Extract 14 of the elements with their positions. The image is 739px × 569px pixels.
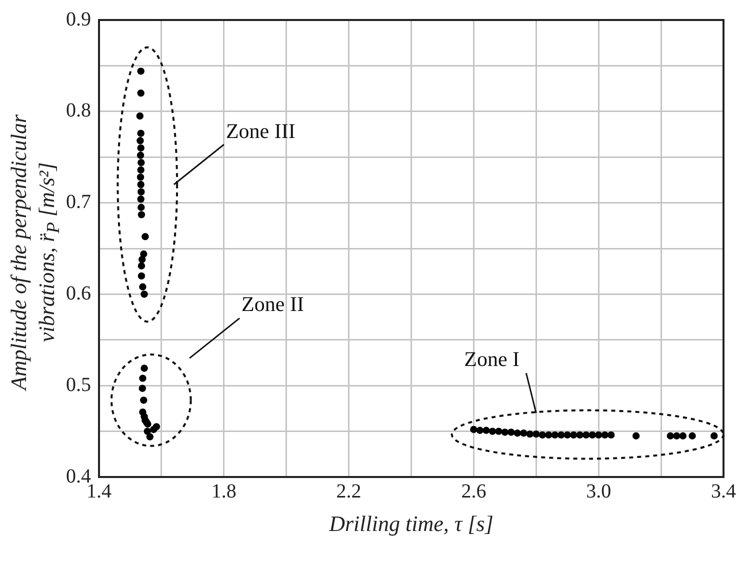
annotation: Zone II xyxy=(242,292,304,318)
x-tick-label: 2.2 xyxy=(336,480,362,502)
y-tick-label: 0.7 xyxy=(66,191,91,214)
x-tick-label: 3.4 xyxy=(711,480,736,502)
x-tick-label: 1.8 xyxy=(211,480,236,502)
x-tick-label: 2.6 xyxy=(461,480,486,502)
x-tick-label: 3.0 xyxy=(586,480,612,502)
y-tick-label: 0.5 xyxy=(66,374,91,396)
y-tick-label: 0.8 xyxy=(66,100,91,122)
y-tick-label: 0.6 xyxy=(66,282,91,304)
y-tick-label: 0.9 xyxy=(66,8,91,30)
x-axis-title: Drilling time, τ [s] xyxy=(329,511,494,537)
annotation: Zone I xyxy=(464,347,520,372)
annotation: Zone III xyxy=(226,118,296,144)
